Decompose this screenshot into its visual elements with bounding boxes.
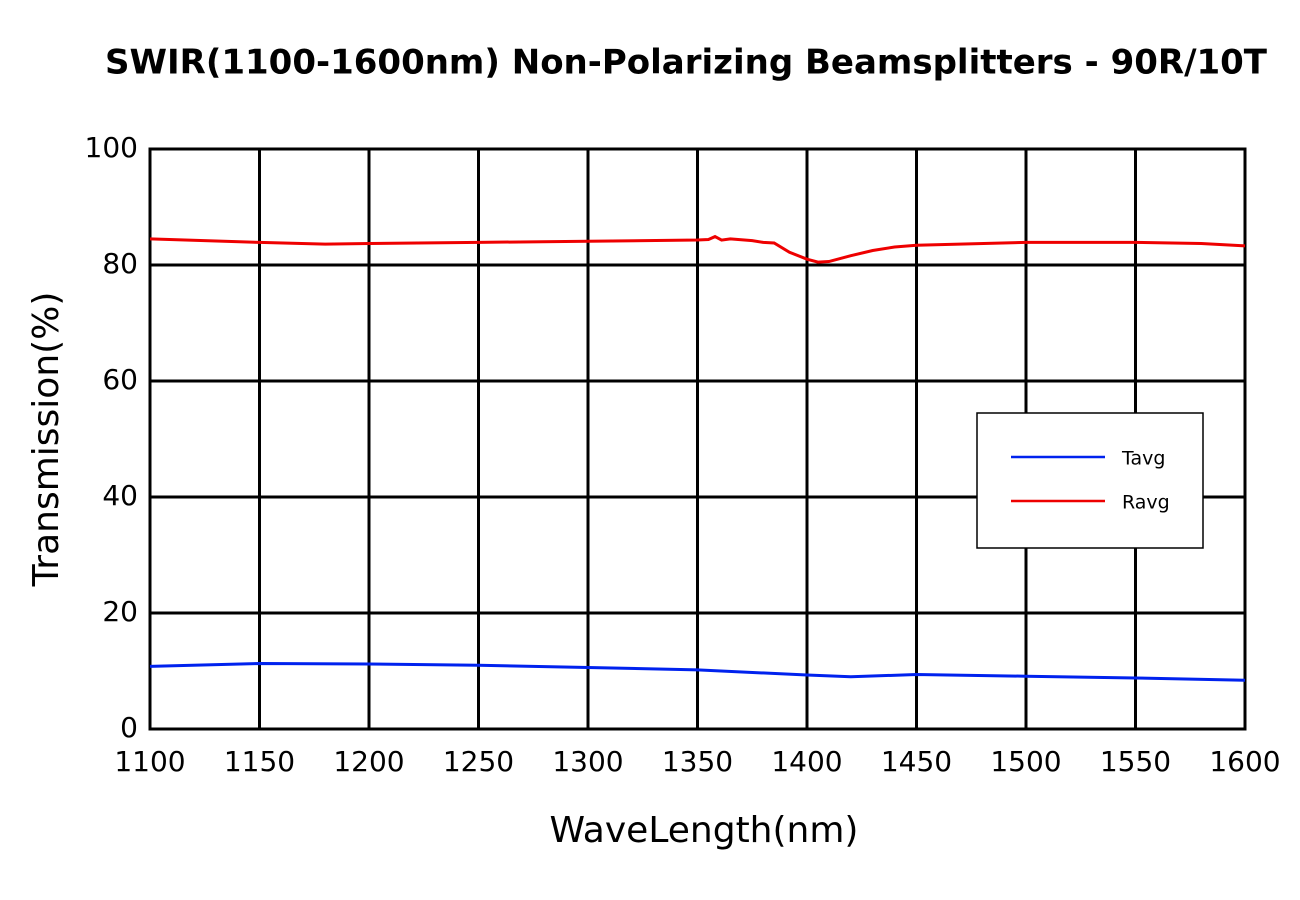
x-tick-label: 1200 [333, 745, 404, 778]
legend-label: Tavg [1121, 448, 1165, 470]
y-tick-label: 20 [102, 595, 138, 628]
x-tick-label: 1250 [443, 745, 514, 778]
y-tick-label: 100 [85, 131, 138, 164]
legend-label: Ravg [1122, 492, 1170, 514]
x-tick-label: 1150 [224, 745, 295, 778]
x-tick-label: 1400 [771, 745, 842, 778]
legend-box [976, 412, 1204, 549]
x-axis-label: WaveLength(nm) [550, 810, 859, 851]
x-tick-label: 1100 [114, 745, 185, 778]
x-tick-label: 1600 [1209, 745, 1280, 778]
data-line [149, 234, 1246, 264]
data-line [149, 661, 1246, 682]
y-axis-label: Transmission(%) [26, 292, 67, 588]
chart-title: SWIR(1100-1600nm) Non-Polarizing Beamspl… [105, 43, 1268, 83]
y-tick-label: 80 [102, 247, 138, 280]
y-tick-label: 60 [102, 363, 138, 396]
x-tick-label: 1350 [662, 745, 733, 778]
y-tick-label: 0 [120, 711, 138, 744]
x-tick-label: 1300 [552, 745, 623, 778]
plot-frame [148, 147, 1247, 731]
legend: Tavg Ravg [976, 412, 1204, 549]
y-tick-label: 40 [102, 479, 138, 512]
x-tick-label: 1500 [990, 745, 1061, 778]
x-tick-label: 1550 [1100, 745, 1171, 778]
x-tick-label: 1450 [881, 745, 952, 778]
